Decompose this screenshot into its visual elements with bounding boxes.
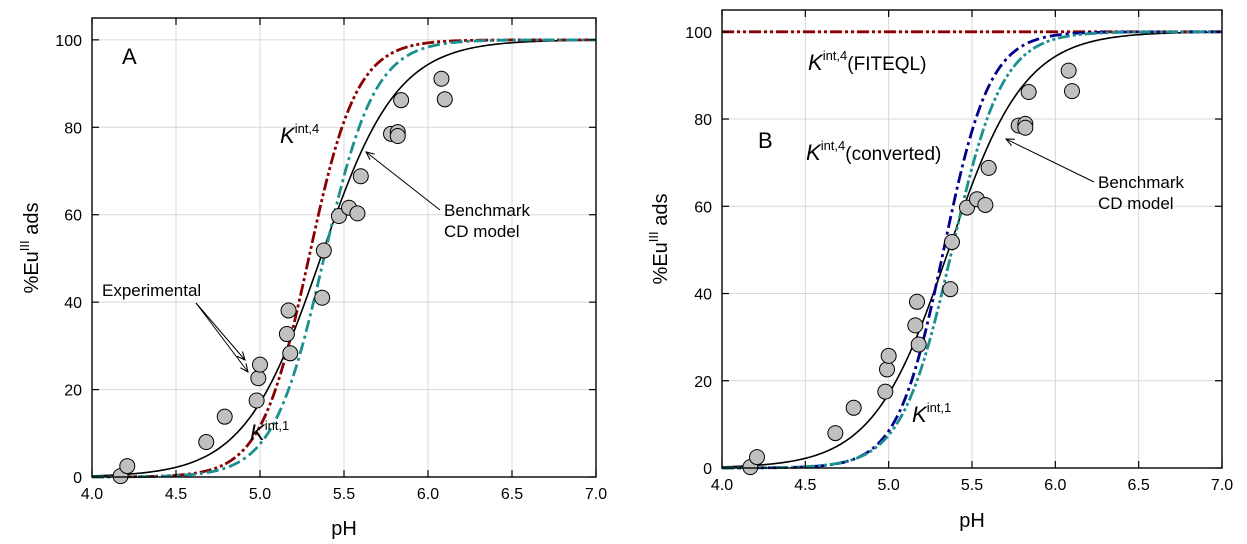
panel-a-curve-benchmark: [91, 39, 597, 477]
panel-a-ytick-label: 100: [55, 33, 82, 50]
panel-a-experimental-point: [248, 392, 265, 409]
panel-a-experimental-point: [278, 326, 295, 343]
panel-a-points: [112, 70, 453, 485]
panel-b-benchmark-arrow: [1006, 139, 1095, 183]
panel-a-experimental-point: [433, 70, 450, 87]
panel-a-experimental-arrow-1: [195, 302, 245, 360]
panel-b-k4-converted-label: Kint,4(converted): [806, 138, 941, 165]
panel-b-xtick-label: 6.0: [1044, 477, 1066, 494]
panel-a-experimental-label: Experimental: [102, 281, 201, 300]
panel-a-k1-label: Kint,1: [250, 418, 289, 445]
panel-b-experimental-point: [1017, 119, 1034, 136]
panel-a-experimental-point: [198, 434, 215, 451]
panel-a-ytick-label: 80: [64, 120, 82, 137]
panel-b-xtick-label: 6.5: [1128, 477, 1150, 494]
panel-b-experimental-point: [827, 425, 844, 442]
panel-a-benchmark-arrow: [366, 152, 441, 211]
panel-b-curve-k4-converted: [722, 30, 1222, 470]
panel-a: 4.0 4.5 5.0 5.5 6.0 6.5 7.0 0 20 40 60 80 100 %EuIII…: [17, 17, 607, 540]
panel-b-experimental-point: [879, 361, 895, 378]
panel-b-ytick-label: 0: [703, 461, 712, 478]
panel-a-experimental-point: [280, 302, 297, 319]
panel-a-gridlines: [92, 18, 596, 477]
panel-a-k4-label: Kint,4: [280, 121, 319, 148]
panel-b-points: [742, 62, 1080, 476]
panel-a-experimental-point: [250, 370, 267, 387]
panel-a-xtick-label: 6.5: [501, 486, 523, 503]
panel-a-experimental-point: [314, 289, 331, 306]
panel-a-ylabel: %EuIII ads: [17, 203, 43, 294]
panel-b-benchmark-label: Benchmark CD model: [1098, 173, 1184, 213]
panel-b-xtick-label: 4.0: [711, 477, 733, 494]
panel-b-ytick-label: 40: [694, 287, 712, 304]
panel-b-xlabel: pH: [959, 510, 985, 532]
panel-a-experimental-point: [436, 91, 453, 108]
panel-b-experimental-point: [1064, 83, 1080, 100]
panel-b-xtick-label: 7.0: [1211, 477, 1233, 494]
panel-b-curve-benchmark: [721, 31, 1223, 468]
panel-a-experimental-arrow-2: [195, 302, 248, 372]
panel-a-xtick-label: 4.0: [81, 486, 103, 503]
panel-b-xtick-label: 5.5: [961, 477, 983, 494]
panel-b-experimental-point: [1060, 62, 1077, 79]
panel-b-ylabel: %EuIII ads: [646, 194, 672, 285]
panel-a-xtick-label: 6.0: [417, 486, 439, 503]
panel-a-xlabel: pH: [331, 518, 357, 540]
panel-b-ytick-label: 20: [694, 374, 712, 391]
panel-b-experimental-point: [910, 336, 927, 353]
panel-a-experimental-point: [349, 205, 366, 222]
panel-b-ytick-label: 80: [694, 112, 712, 129]
panel-b-ytick-label: 100: [685, 25, 712, 42]
panel-a-ytick-label: 0: [73, 470, 82, 487]
panel-a-letter: A: [122, 44, 137, 69]
panel-a-experimental-point: [393, 92, 410, 109]
panel-a-experimental-point: [252, 356, 268, 373]
panel-a-xtick-label: 4.5: [165, 486, 187, 503]
panel-a-experimental-point: [389, 128, 406, 145]
panel-a-ytick-label: 40: [64, 295, 82, 312]
panel-b-xtick-label: 5.0: [878, 477, 900, 494]
panel-b-k4-fiteql-label: Kint,4(FITEQL): [808, 48, 926, 75]
panel-a-experimental-point: [282, 345, 299, 362]
panel-a-ytick-label: 20: [64, 383, 82, 400]
panel-b-experimental-point: [880, 347, 897, 364]
panel-b-experimental-point: [980, 159, 997, 176]
panel-a-xtick-label: 7.0: [585, 486, 607, 503]
panel-b-experimental-point: [845, 399, 862, 416]
panel-b: 4.0 4.5 5.0 5.5 6.0 6.5 7.0 0 20 40 60 80 100 %EuIII…: [646, 9, 1233, 532]
panel-a-ytick-label: 60: [64, 208, 82, 225]
panel-b-experimental-point: [907, 317, 924, 334]
panel-b-experimental-point: [749, 449, 765, 466]
panel-b-k1-label: Kint,1: [912, 400, 951, 427]
panel-b-experimental-point: [1020, 84, 1037, 101]
panel-a-experimental-point: [352, 168, 369, 185]
panel-a-experimental-point: [119, 458, 136, 475]
panel-b-experimental-point: [909, 293, 925, 310]
panel-a-benchmark-label: Benchmark CD model: [444, 201, 530, 241]
panel-a-xtick-label: 5.5: [333, 486, 355, 503]
panel-a-xtick-label: 5.0: [249, 486, 271, 503]
panel-b-ytick-label: 60: [694, 199, 712, 216]
panel-b-letter: B: [758, 128, 773, 153]
panel-a-experimental-point: [216, 408, 233, 425]
panel-b-ticks: 4.0 4.5 5.0 5.5 6.0 6.5 7.0 0 20 40 60 80 100: [685, 10, 1233, 494]
panel-b-experimental-point: [877, 383, 894, 400]
panel-b-experimental-point: [944, 234, 960, 251]
panel-b-gridlines: [722, 10, 1222, 468]
panel-b-xtick-label: 4.5: [794, 477, 816, 494]
panel-b-experimental-point: [977, 196, 994, 213]
panel-a-experimental-point: [315, 242, 332, 259]
panel-b-experimental-point: [942, 281, 959, 298]
panel-a-ticks: 4.0 4.5 5.0 5.5 6.0 6.5 7.0 0 20 40 60 80 100: [55, 18, 607, 503]
